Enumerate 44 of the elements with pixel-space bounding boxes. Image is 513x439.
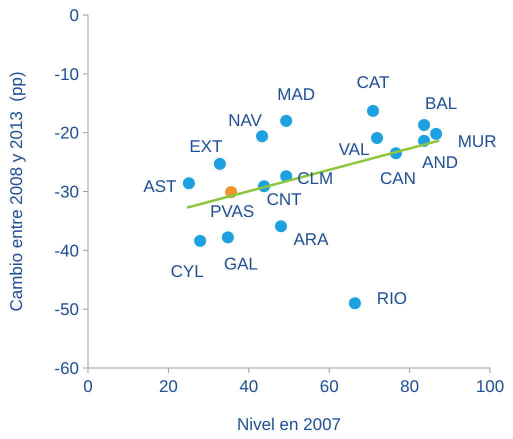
y-tick-label: -30	[54, 182, 79, 202]
annotation: CAN	[380, 169, 416, 188]
x-tick-label: 60	[320, 377, 339, 396]
annotation: MAD	[277, 84, 316, 104]
point	[194, 234, 206, 247]
point	[182, 177, 195, 190]
annotation: CYL	[170, 262, 204, 281]
annotation: CNT	[266, 190, 302, 210]
x-tick-label: 20	[158, 377, 178, 396]
annotation: ARA	[293, 230, 330, 250]
x-axis-title: Nivel en 2007	[237, 415, 341, 434]
y-tick-label: -50	[54, 300, 79, 320]
x-tick-label: 0	[83, 377, 93, 396]
y-tick-label: -20	[54, 124, 79, 143]
y-tick-label: -10	[54, 64, 79, 84]
annotation: CAT	[356, 72, 390, 92]
annotation: PVAS	[210, 202, 254, 222]
point	[371, 132, 384, 144]
annotation: NAV	[228, 111, 263, 130]
annotation: RIO	[376, 289, 408, 308]
point	[222, 231, 234, 244]
point	[256, 130, 268, 142]
annotation: VAL	[338, 140, 370, 159]
annotation: EXT	[189, 136, 222, 156]
point	[280, 114, 292, 127]
y-tick-label: 0	[70, 6, 79, 25]
annotation: AST	[143, 177, 176, 196]
y-axis-title: Cambio entre 2008 y 2013 (pp)	[7, 71, 26, 312]
point	[348, 297, 361, 310]
point	[214, 158, 226, 170]
x-tick-label: 100	[476, 377, 504, 396]
point	[430, 128, 442, 140]
y-tick-label: -40	[54, 241, 79, 260]
point	[274, 220, 287, 232]
point	[418, 119, 430, 132]
annotation: GAL	[224, 254, 258, 274]
annotation: CLM	[297, 169, 334, 188]
x-tick-label: 40	[239, 377, 258, 396]
x-tick-label: 80	[400, 377, 420, 396]
annotation: MUR	[458, 132, 496, 151]
point	[367, 104, 380, 117]
annotation: AND	[422, 152, 458, 172]
annotation: BAL	[425, 94, 458, 113]
y-tick-label: -60	[54, 358, 79, 378]
